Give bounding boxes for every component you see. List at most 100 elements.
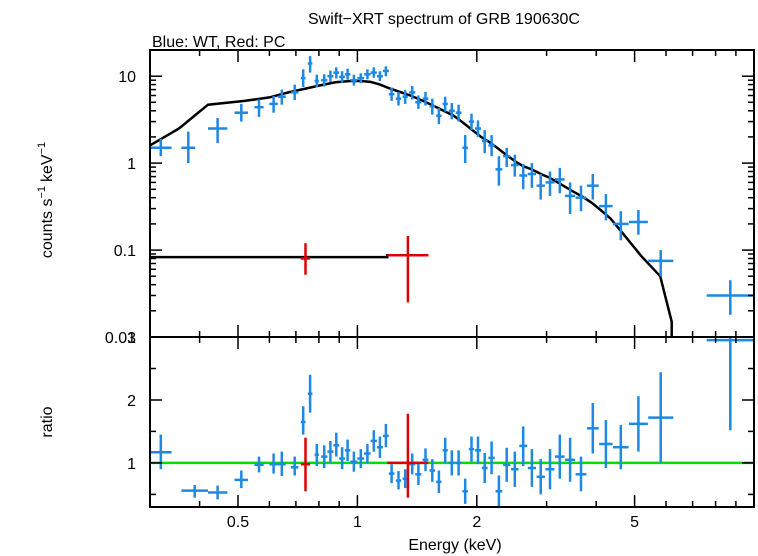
wt-data-point — [448, 450, 455, 476]
top-model-group — [149, 79, 673, 337]
y-tick-label: 1 — [127, 156, 136, 173]
wt-data-point — [314, 444, 319, 467]
wt-data-point — [555, 434, 565, 479]
wt-data-point — [565, 182, 576, 214]
wt-data-point — [455, 450, 462, 476]
wt-data-point — [333, 432, 340, 457]
wt-data-point — [269, 96, 278, 113]
y-axis-label-main: counts s−1keV−1 — [36, 142, 56, 258]
wt-data-point — [321, 74, 328, 87]
y-tick-label: 0.1 — [114, 243, 136, 260]
ylabel-main-sup-2: −1 — [36, 142, 48, 155]
wt-data-point — [545, 449, 555, 490]
wt-model-line — [149, 79, 673, 337]
wt-data-point — [370, 67, 377, 78]
chart-title: Swift−XRT spectrum of GRB 190630C — [308, 11, 580, 28]
wt-data-point — [495, 475, 503, 507]
wt-data-point — [339, 447, 345, 470]
wt-data-point — [382, 66, 389, 77]
wt-data-point — [234, 103, 248, 122]
wt-data-point — [388, 87, 395, 101]
wt-data-point — [599, 194, 613, 221]
wt-data-point — [269, 453, 278, 474]
top-y-tick-labels: 0.01 0.1 1 10 — [105, 69, 136, 347]
wt-data-point — [254, 456, 264, 473]
wt-data-point — [357, 73, 365, 84]
wt-data-point — [208, 118, 228, 144]
chart-subtitle: Blue: WT, Red: PC — [152, 34, 285, 51]
x-tick-labels: 0.5 1 2 5 — [227, 514, 639, 531]
bottom-panel-plot-area — [150, 337, 754, 507]
wt-data-point — [321, 445, 328, 468]
wt-data-point — [388, 464, 395, 484]
wt-data-point — [307, 374, 313, 413]
y-tick-label: 0.01 — [105, 330, 136, 347]
wt-data-point — [409, 86, 416, 100]
wt-data-point — [455, 104, 462, 122]
y-tick-label: 10 — [118, 69, 136, 86]
wt-data-point — [327, 440, 334, 463]
wt-data-point — [481, 130, 488, 154]
bottom-panel: 1 2 3 0.5 1 2 5 ratio Energy (keV) — [39, 330, 755, 554]
bottom-y-tick-labels: 1 2 3 — [127, 330, 136, 473]
wt-data-point — [599, 420, 613, 468]
pc-data-point — [387, 236, 429, 303]
wt-data-point — [448, 103, 455, 120]
wt-data-point — [376, 71, 383, 81]
wt-data-point — [344, 439, 351, 461]
ylabel-main-sup-1: −1 — [36, 186, 48, 199]
wt-data-point — [629, 209, 648, 235]
wt-data-point — [339, 71, 345, 83]
wt-data-point — [181, 131, 196, 164]
ratio-y-tick-label: 1 — [127, 456, 136, 473]
wt-data-point — [648, 250, 674, 277]
wt-data-point — [575, 185, 587, 212]
wt-data-point — [511, 451, 519, 487]
ylabel-main-text: counts s — [39, 199, 56, 259]
wt-data-point — [415, 95, 422, 109]
pc-data-point — [387, 413, 429, 498]
wt-data-point — [350, 451, 358, 472]
wt-data-point — [629, 396, 648, 452]
wt-data-point — [468, 113, 475, 131]
wt-data-point — [613, 211, 629, 241]
wt-data-point — [364, 69, 371, 80]
wt-data-point — [422, 91, 429, 106]
pc-data-point — [300, 243, 311, 275]
wt-data-point — [333, 67, 340, 79]
x-axis-label: Energy (keV) — [408, 537, 501, 554]
ylabel-main-unit: keV — [39, 154, 56, 182]
x-tick-label: 1 — [353, 514, 362, 531]
top-panel-plot-area — [149, 56, 754, 337]
wt-data-point — [254, 99, 264, 117]
wt-data-point — [429, 459, 436, 482]
wt-data-point — [300, 406, 306, 435]
wt-data-point — [436, 470, 442, 494]
wt-data-point — [475, 436, 481, 465]
wt-data-point — [527, 163, 536, 188]
wt-data-point — [462, 478, 468, 504]
wt-data-point — [415, 463, 422, 485]
wt-data-point — [475, 120, 481, 137]
wt-data-point — [565, 437, 576, 482]
wt-data-point — [350, 74, 358, 86]
wt-data-point — [536, 174, 545, 200]
bottom-points-group — [150, 337, 754, 507]
wt-data-point — [545, 171, 555, 196]
wt-data-point — [586, 403, 599, 454]
wt-data-point — [468, 436, 475, 462]
wt-data-point — [291, 84, 299, 101]
wt-data-point — [488, 441, 495, 475]
wt-data-point — [422, 448, 429, 472]
wt-data-point — [364, 444, 371, 463]
wt-data-point — [181, 485, 208, 498]
wt-data-point — [382, 423, 389, 448]
pc-data-point — [300, 437, 311, 492]
wt-data-point — [429, 98, 436, 115]
ratio-y-tick-label: 3 — [127, 330, 136, 347]
wt-data-point — [555, 167, 565, 194]
wt-data-point — [503, 447, 511, 482]
wt-data-point — [519, 426, 528, 467]
